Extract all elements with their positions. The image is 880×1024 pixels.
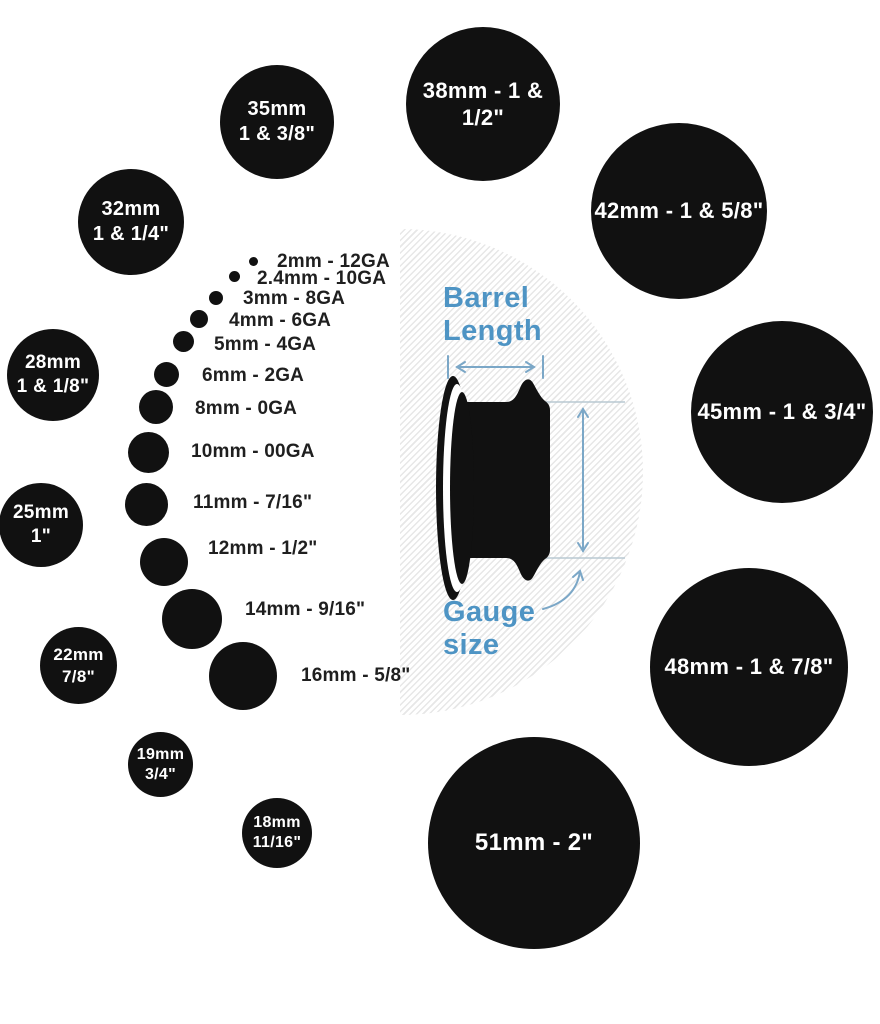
gauge-size-label-line2: size: [443, 629, 500, 662]
size-circle-label: 51mm - 2": [474, 829, 594, 856]
gauge-dot-10mm: [128, 432, 169, 473]
size-circle-label: 18mm: [253, 814, 301, 831]
size-circle-28mm: 28mm 1 & 1/8": [7, 329, 99, 421]
barrel-length-arrow: [447, 355, 544, 379]
gauge-dot-label: 6mm - 2GA: [202, 365, 305, 386]
gauge-dot-label: 10mm - 00GA: [191, 441, 315, 462]
gauge-dot-label: 14mm - 9/16": [245, 599, 366, 620]
gauge-dot-4mm: [190, 310, 208, 328]
size-circle-38mm: 38mm - 1 & 1/2": [406, 27, 560, 181]
plug-barrel-body: [453, 379, 550, 581]
size-circle-35mm: 35mm 1 & 3/8": [220, 65, 334, 179]
gauge-size-label-line1: Gauge: [443, 596, 536, 628]
gauge-dot-3mm: [209, 291, 223, 305]
size-circle-32mm: 32mm 1 & 1/4": [78, 169, 184, 275]
size-circle-label: 1 & 1/8": [16, 376, 90, 397]
plug-diagram: [436, 355, 625, 610]
gauge-dot-label: 2.4mm - 10GA: [257, 268, 387, 289]
gauge-dot-label: 12mm - 1/2": [208, 538, 318, 559]
barrel-length-label: Barrel Length: [443, 282, 542, 349]
gauge-size-label: Gauge size: [443, 596, 535, 663]
gauge-dot-label: 5mm - 4GA: [214, 334, 317, 355]
gauge-dot-label: 2mm - 12GA: [277, 251, 390, 272]
size-circle-label: 38mm - 1 & 1/2": [422, 77, 544, 131]
gauge-dot-5mm: [173, 331, 194, 352]
gauge-reference-lines: [540, 401, 625, 559]
size-circle-label: 1": [30, 526, 52, 547]
gauge-dot-label: 8mm - 0GA: [195, 398, 298, 419]
size-circle-label: 32mm: [101, 198, 161, 220]
size-circle-label: 1 & 1/4": [92, 223, 170, 245]
size-circle-label: 42mm - 1 & 5/8": [594, 198, 764, 224]
gauge-pointer-arrow: [542, 569, 584, 610]
gauge-dot-6mm: [154, 362, 179, 387]
size-circle-42mm: 42mm - 1 & 5/8": [591, 123, 767, 299]
gauge-dot-16mm: [209, 642, 277, 710]
size-circle-label: 7/8": [62, 666, 95, 686]
gauge-dot-label: 11mm - 7/16": [193, 492, 313, 513]
size-circle-label: 22mm: [53, 645, 104, 665]
size-circle-label: 1 & 3/8": [238, 123, 316, 145]
gauge-dot-14mm: [162, 589, 222, 649]
size-circle-label: 48mm - 1 & 7/8": [664, 654, 834, 680]
size-circle-19mm: 19mm 3/4": [128, 732, 193, 797]
gauge-dot-11mm: [125, 483, 168, 526]
size-circle-25mm: 25mm 1": [0, 483, 83, 567]
size-circle-label: 19mm: [136, 745, 185, 763]
size-circle-label: 45mm - 1 & 3/4": [697, 399, 867, 425]
gauge-dot-label: 4mm - 6GA: [229, 310, 332, 331]
size-circle-label: 35mm: [247, 98, 307, 120]
size-circle-45mm: 45mm - 1 & 3/4": [691, 321, 873, 503]
gauge-dot-12mm: [140, 538, 188, 586]
plug-flare-face: [450, 392, 474, 584]
gauge-size-arrow: [577, 407, 589, 553]
size-circle-18mm: 18mm 11/16": [242, 798, 312, 868]
size-circle-48mm: 48mm - 1 & 7/8": [650, 568, 848, 766]
barrel-length-label-line2: Length: [443, 315, 543, 348]
gauge-dot-label: 16mm - 5/8": [301, 665, 411, 686]
size-circle-label: 28mm: [24, 352, 82, 374]
gauge-dot-label: 3mm - 8GA: [243, 288, 346, 309]
size-circle-label: 11/16": [252, 834, 302, 851]
gauge-dot-8mm: [139, 390, 173, 424]
size-circle-51mm: 51mm - 2": [428, 737, 640, 949]
gauge-dot-2mm: [249, 257, 258, 266]
gauge-dot-2-4mm: [229, 271, 240, 282]
size-circle-22mm: 22mm 7/8": [40, 627, 117, 704]
size-circle-label: 25mm: [12, 502, 70, 524]
barrel-length-label-line1: Barrel: [443, 282, 530, 314]
size-circle-label: 3/4": [144, 765, 177, 783]
